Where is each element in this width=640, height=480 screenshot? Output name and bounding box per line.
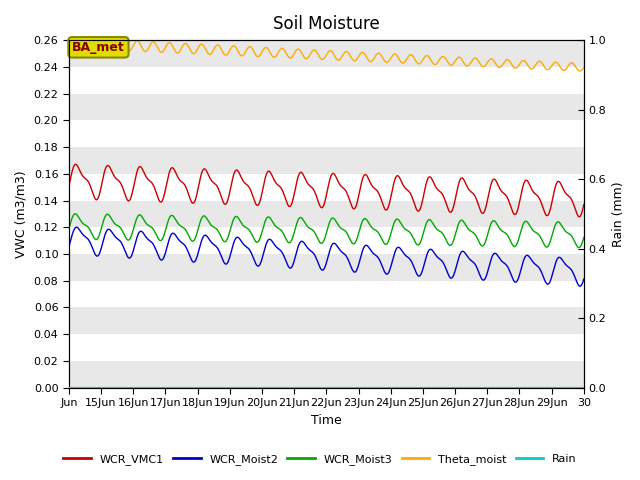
Legend: WCR_VMC1, WCR_Moist2, WCR_Moist3, Theta_moist, Rain: WCR_VMC1, WCR_Moist2, WCR_Moist3, Theta_… (59, 450, 581, 469)
Bar (69, 307, 584, 334)
Y-axis label: VWC (m3/m3): VWC (m3/m3) (15, 170, 28, 258)
Title: Soil Moisture: Soil Moisture (273, 15, 380, 33)
Bar (69, 174, 584, 201)
X-axis label: Time: Time (311, 414, 342, 427)
Text: BA_met: BA_met (72, 41, 125, 54)
Bar (69, 67, 584, 94)
Bar (69, 281, 584, 307)
Bar (69, 201, 584, 227)
Bar (69, 361, 584, 388)
Bar (69, 120, 584, 147)
Bar (69, 334, 584, 361)
Bar (69, 94, 584, 120)
Bar (69, 147, 584, 174)
Bar (69, 40, 584, 67)
Y-axis label: Rain (mm): Rain (mm) (612, 181, 625, 247)
Bar (69, 227, 584, 254)
Bar (69, 254, 584, 281)
